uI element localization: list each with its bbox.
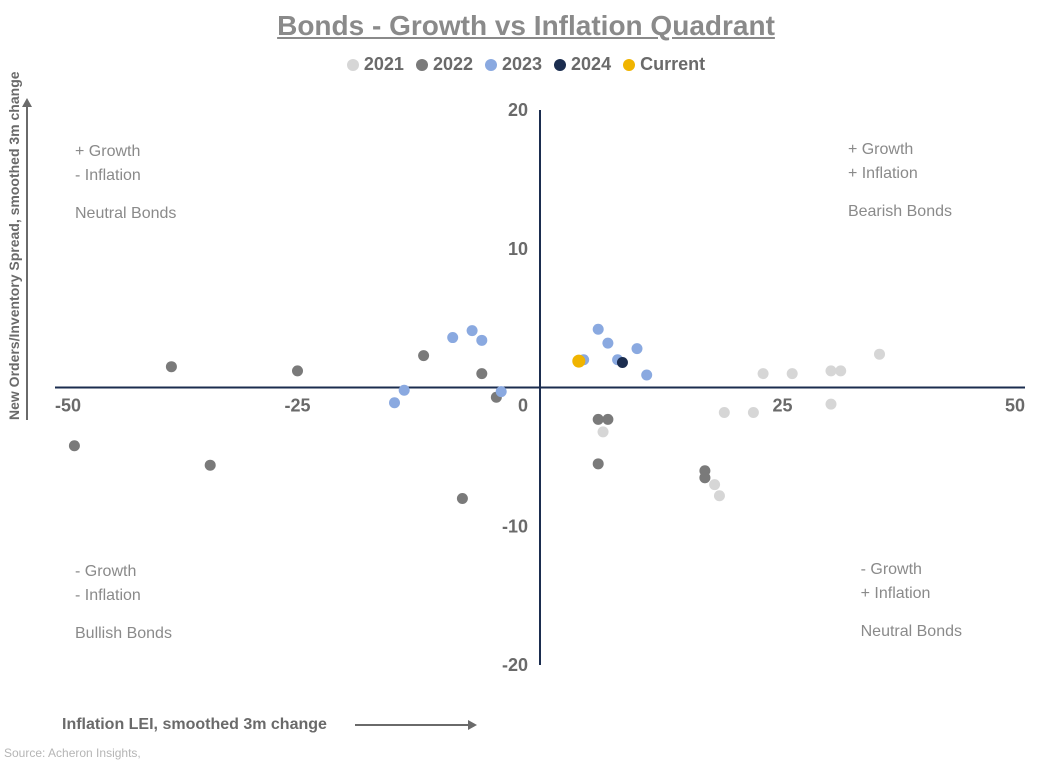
x-tick-label: 50 xyxy=(1005,396,1025,416)
data-point xyxy=(496,386,507,397)
data-point xyxy=(874,349,885,360)
data-point xyxy=(598,426,609,437)
quad-label-bottom-left: - Growth - Inflation Bullish Bonds xyxy=(75,560,172,646)
data-point xyxy=(166,361,177,372)
quad-line: - Growth xyxy=(861,558,962,582)
data-point xyxy=(602,414,613,425)
x-tick-label: 25 xyxy=(772,396,792,416)
quad-line: + Inflation xyxy=(848,162,952,186)
x-tick-label: -25 xyxy=(284,396,310,416)
quad-line: Bullish Bonds xyxy=(75,622,172,646)
data-point xyxy=(641,370,652,381)
data-point xyxy=(476,368,487,379)
y-tick-label: 10 xyxy=(508,239,528,259)
quad-label-top-left: + Growth - Inflation Neutral Bonds xyxy=(75,140,176,226)
data-point xyxy=(447,332,458,343)
quad-line: Neutral Bonds xyxy=(75,202,176,226)
legend-item: Current xyxy=(623,54,705,75)
legend-label: 2021 xyxy=(364,54,404,75)
x-axis-title: Inflation LEI, smoothed 3m change xyxy=(62,716,327,734)
x-axis-arrow-icon xyxy=(355,724,475,726)
legend-dot-icon xyxy=(485,59,497,71)
data-point xyxy=(69,440,80,451)
data-point xyxy=(826,399,837,410)
data-point xyxy=(748,407,759,418)
x-tick-label: 0 xyxy=(518,396,528,416)
quad-line: - Inflation xyxy=(75,164,176,188)
y-axis-title: New Orders/Inventory Spread, smoothed 3m… xyxy=(6,71,22,420)
legend-label: Current xyxy=(640,54,705,75)
y-tick-label: 20 xyxy=(508,100,528,120)
data-point xyxy=(709,479,720,490)
data-point xyxy=(593,324,604,335)
data-point xyxy=(602,338,613,349)
data-point xyxy=(389,397,400,408)
quad-line: - Inflation xyxy=(75,584,172,608)
data-point xyxy=(292,365,303,376)
data-point xyxy=(632,343,643,354)
data-point xyxy=(787,368,798,379)
source-text: Source: Acheron Insights, xyxy=(4,746,141,760)
x-tick-label: -50 xyxy=(55,396,81,416)
data-point xyxy=(467,325,478,336)
legend-item: 2022 xyxy=(416,54,473,75)
y-tick-label: -10 xyxy=(502,516,528,536)
legend-dot-icon xyxy=(347,59,359,71)
legend: 2021 2022 2023 2024 Current xyxy=(0,54,1052,76)
data-point xyxy=(205,460,216,471)
legend-item: 2023 xyxy=(485,54,542,75)
quad-label-bottom-right: - Growth + Inflation Neutral Bonds xyxy=(861,558,962,644)
quad-line: Bearish Bonds xyxy=(848,200,952,224)
data-point xyxy=(593,458,604,469)
y-axis-arrow-icon xyxy=(26,100,28,420)
data-point xyxy=(572,355,585,368)
chart-title: Bonds - Growth vs Inflation Quadrant xyxy=(0,10,1052,42)
data-point xyxy=(826,365,837,376)
quad-line: Neutral Bonds xyxy=(861,620,962,644)
data-point xyxy=(714,490,725,501)
legend-label: 2022 xyxy=(433,54,473,75)
legend-label: 2024 xyxy=(571,54,611,75)
data-point xyxy=(476,335,487,346)
data-point xyxy=(719,407,730,418)
data-point xyxy=(617,357,628,368)
data-point xyxy=(835,365,846,376)
data-point xyxy=(399,385,410,396)
data-point xyxy=(699,472,710,483)
legend-dot-icon xyxy=(623,59,635,71)
y-tick-label: -20 xyxy=(502,655,528,675)
quad-line: + Inflation xyxy=(861,582,962,606)
quad-line: - Growth xyxy=(75,560,172,584)
legend-label: 2023 xyxy=(502,54,542,75)
quad-line: + Growth xyxy=(75,140,176,164)
data-point xyxy=(758,368,769,379)
chart-container: Bonds - Growth vs Inflation Quadrant 202… xyxy=(0,0,1052,764)
data-point xyxy=(457,493,468,504)
legend-dot-icon xyxy=(416,59,428,71)
quad-line: + Growth xyxy=(848,138,952,162)
legend-dot-icon xyxy=(554,59,566,71)
data-point xyxy=(593,414,604,425)
quad-label-top-right: + Growth + Inflation Bearish Bonds xyxy=(848,138,952,224)
legend-item: 2021 xyxy=(347,54,404,75)
legend-item: 2024 xyxy=(554,54,611,75)
data-point xyxy=(418,350,429,361)
